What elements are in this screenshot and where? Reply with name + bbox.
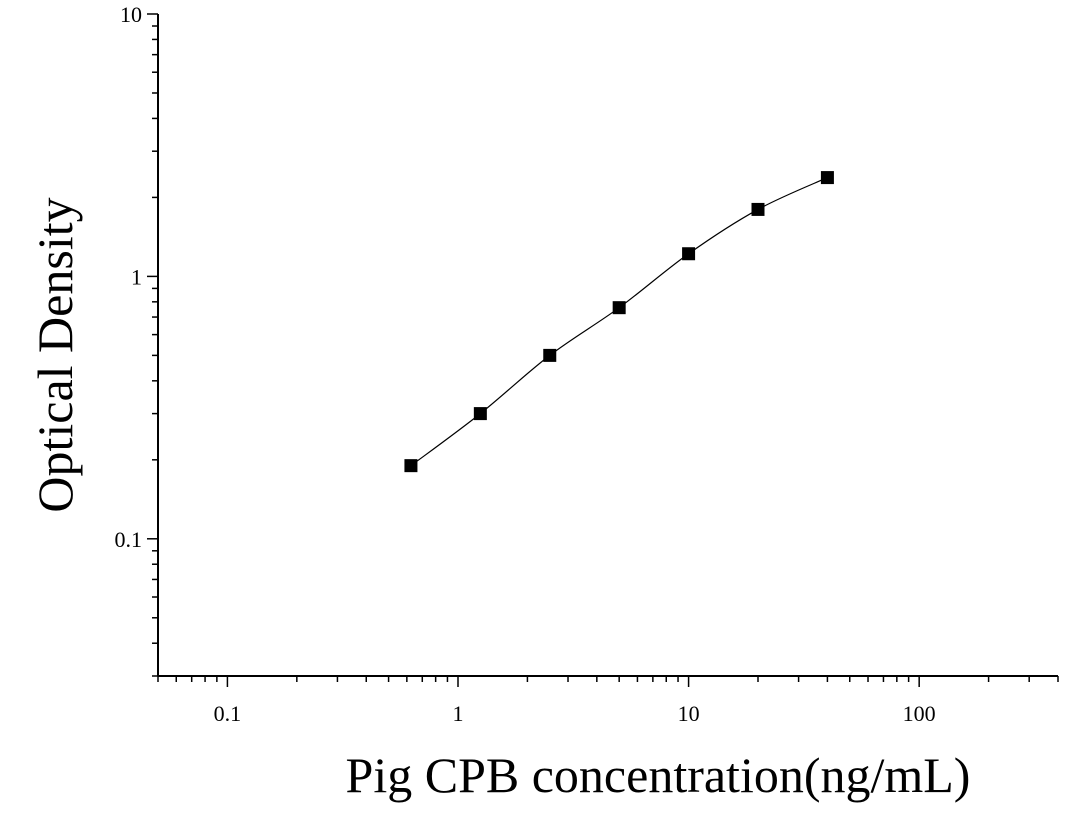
fit-curve	[410, 177, 828, 467]
y-axis-ticks: 0.1 1 10	[115, 2, 158, 677]
data-point	[543, 348, 557, 362]
x-tick-label: 10	[678, 701, 700, 726]
plot-series	[404, 171, 834, 473]
x-tick-label: 0.1	[214, 701, 242, 726]
data-point	[820, 171, 834, 185]
y-axis-title: Optical Density	[27, 197, 83, 512]
axes	[157, 14, 1058, 677]
data-point	[751, 202, 765, 216]
data-point	[404, 459, 418, 473]
data-point	[473, 407, 487, 421]
x-axis-title: Pig CPB concentration(ng/mL)	[346, 747, 971, 803]
x-axis-ticks: 0.1 1 10 100	[157, 676, 1059, 726]
y-tick-label: 1	[131, 264, 142, 289]
x-tick-label: 1	[453, 701, 464, 726]
y-tick-label: 0.1	[115, 527, 143, 552]
x-tick-label: 100	[903, 701, 936, 726]
data-point	[682, 247, 696, 261]
data-point	[612, 301, 626, 315]
y-tick-label: 10	[120, 2, 142, 27]
